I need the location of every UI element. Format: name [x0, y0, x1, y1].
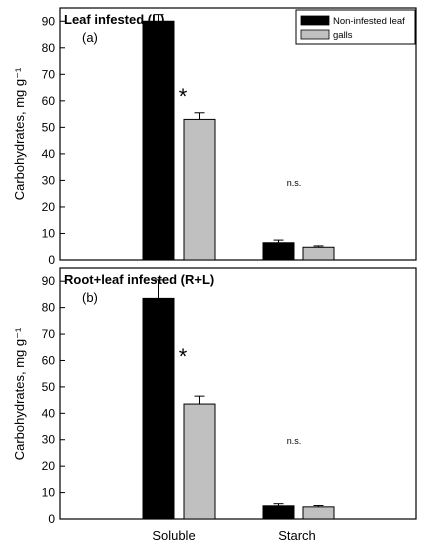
panel-b-ytick-label-0: 0	[48, 512, 55, 526]
panel-b-letter: (b)	[82, 290, 98, 305]
panel-a-ytick-label-0: 0	[48, 253, 55, 267]
panel-a-ytick-label-4: 40	[42, 147, 56, 161]
panel-b-bar-soluble-galls	[183, 403, 216, 520]
panel-a-bar-soluble-non-infested	[142, 20, 175, 261]
legend-swatch-galls	[300, 29, 330, 40]
panel-a-y-axis: 0 10 20 30 40 50 60 70 80 90	[42, 14, 65, 267]
panel-b-ytick-label-6: 60	[42, 353, 56, 367]
panel-b-ytick-label-3: 30	[42, 433, 56, 447]
panel-b: Root+leaf infested (R+L) (b) Carbohydrat…	[12, 267, 417, 526]
x-category-label-starch: Starch	[278, 528, 316, 543]
panel-a-ytick-label-5: 50	[42, 120, 56, 134]
x-category-label-soluble: Soluble	[152, 528, 195, 543]
panel-a-ytick-label-7: 70	[42, 67, 56, 81]
panel-b-significance-star: *	[179, 344, 188, 369]
panel-b-ytick-label-4: 40	[42, 406, 56, 420]
panel-b-frame	[59, 267, 417, 520]
panel-a-letter: (a)	[82, 30, 98, 45]
panel-b-bars	[142, 279, 335, 520]
panel-a-significance-star: *	[179, 84, 188, 109]
panel-b-bar-soluble-non-infested	[142, 297, 175, 520]
panel-a-bar-starch-non-infested	[262, 242, 295, 261]
panel-b-bar-starch-galls	[302, 506, 335, 520]
panel-b-title: Root+leaf infested (R+L)	[64, 272, 214, 287]
panel-b-ytick-label-7: 70	[42, 327, 56, 341]
panel-b-ytick-label-1: 10	[42, 486, 56, 500]
legend-swatch-non-infested	[300, 15, 330, 26]
panel-a-legend: Non-infested leaf galls	[295, 9, 416, 45]
panel-b-ytick-label-2: 20	[42, 459, 56, 473]
panel-a-y-axis-label: Carbohydrates, mg g⁻¹	[12, 67, 27, 200]
panel-a-bars	[142, 14, 335, 261]
panel-b-ytick-label-9: 90	[42, 274, 56, 288]
panel-a-bar-starch-galls	[302, 246, 335, 261]
legend-label-galls: galls	[333, 30, 353, 41]
panel-b-y-axis: 0 10 20 30 40 50 60 70 80 90	[42, 274, 65, 526]
panel-b-ytick-label-5: 50	[42, 380, 56, 394]
panel-b-ns-label: n.s.	[287, 436, 302, 446]
panel-a-bar-soluble-galls	[183, 118, 216, 261]
panel-a-ytick-label-3: 30	[42, 173, 56, 187]
panel-a-frame	[59, 7, 417, 261]
panel-a-ytick-label-9: 90	[42, 14, 56, 28]
panel-a-ns-label: n.s.	[287, 178, 302, 188]
panel-a-ytick-label-8: 80	[42, 41, 56, 55]
panel-a-title: Leaf infested (L)	[64, 12, 164, 27]
panel-b-y-axis-label: Carbohydrates, mg g⁻¹	[12, 327, 27, 460]
panel-a-ytick-label-6: 60	[42, 94, 56, 108]
panel-a: Leaf infested (L) (a) Carbohydrates, mg …	[12, 7, 417, 267]
legend-label-non-infested: Non-infested leaf	[333, 16, 405, 27]
panel-a-ytick-label-2: 20	[42, 200, 56, 214]
panel-b-ytick-label-8: 80	[42, 301, 56, 315]
panel-a-ytick-label-1: 10	[42, 226, 56, 240]
panel-b-bar-starch-non-infested	[262, 505, 295, 520]
